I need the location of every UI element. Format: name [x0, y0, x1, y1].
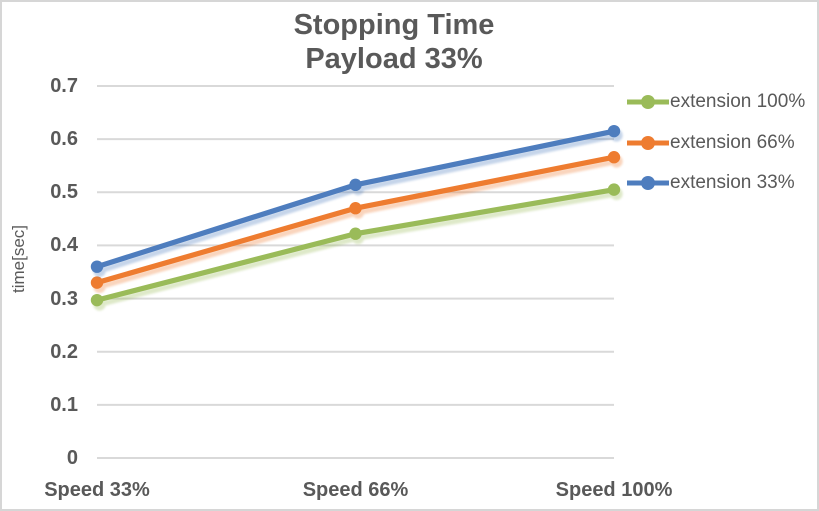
- legend-item-extension-66: extension 66%: [626, 131, 795, 155]
- series-shadow-extension-66: [93, 155, 623, 294]
- y-tick-label-0.3: 0.3: [50, 287, 78, 310]
- y-tick-label-0.1: 0.1: [50, 393, 78, 416]
- legend-item-extension-100: extension 100%: [626, 90, 805, 114]
- legend-item-extension-33: extension 33%: [626, 171, 795, 195]
- legend-marker-extension-100: [627, 95, 669, 109]
- legend-marker-extension-66: [627, 136, 669, 150]
- data-point-extension-66-1: [349, 202, 362, 215]
- y-tick-label-0.4: 0.4: [50, 234, 78, 257]
- y-tick-label-0.5: 0.5: [50, 181, 78, 204]
- x-category-label-speed-100: Speed 100%: [555, 479, 673, 501]
- y-tick-label-0.6: 0.6: [50, 128, 78, 151]
- data-point-extension-100-1: [349, 227, 362, 240]
- legend-marker-extension-33: [627, 176, 669, 190]
- chart-title: Stopping Time Payload 33%: [2, 8, 786, 76]
- x-category-label-speed-33: Speed 33%: [44, 479, 150, 501]
- chart-title-line2: Payload 33%: [305, 43, 483, 75]
- data-point-extension-33-1: [349, 178, 362, 192]
- data-point-extension-100-0: [90, 293, 104, 307]
- chart-title-line1: Stopping Time: [293, 9, 495, 41]
- data-point-extension-33-0: [90, 260, 104, 273]
- data-point-extension-66-0: [90, 276, 104, 289]
- x-category-label-speed-66: Speed 66%: [302, 479, 409, 501]
- y-tick-label-0.7: 0.7: [50, 75, 78, 97]
- y-tick-label-0: 0: [66, 447, 78, 469]
- legend-label-extension-66: extension 66%: [670, 132, 795, 153]
- legend-label-extension-33: extension 33%: [670, 172, 795, 193]
- y-tick-label-0.2: 0.2: [50, 340, 78, 363]
- data-point-extension-33-2: [607, 124, 621, 138]
- data-point-extension-100-2: [607, 183, 621, 196]
- data-point-extension-66-2: [607, 151, 621, 164]
- legend-label-extension-100: extension 100%: [670, 91, 806, 112]
